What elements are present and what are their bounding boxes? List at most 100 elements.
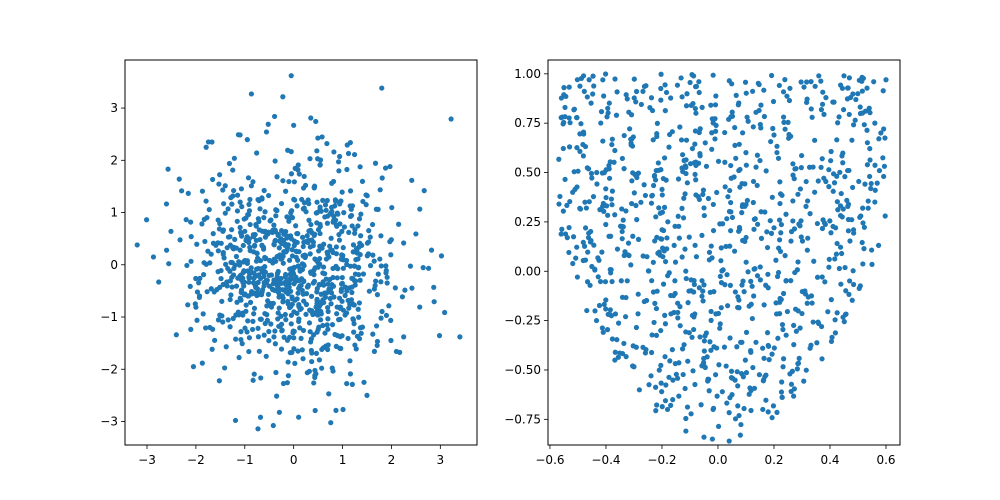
scatter-point xyxy=(683,157,689,163)
scatter-point xyxy=(660,281,667,287)
scatter-point xyxy=(692,381,698,388)
scatter-point xyxy=(867,173,873,180)
scatter-point xyxy=(846,111,852,118)
scatter-point xyxy=(714,393,720,399)
scatter-point xyxy=(352,282,358,288)
scatter-point xyxy=(567,198,573,205)
y-tick-label: −0.75 xyxy=(504,412,541,426)
scatter-point xyxy=(327,276,333,283)
scatter-point xyxy=(881,126,887,132)
scatter-point xyxy=(234,299,240,305)
scatter-point xyxy=(723,243,729,250)
scatter-point xyxy=(332,331,338,338)
scatter-point xyxy=(653,305,660,312)
scatter-point xyxy=(598,120,604,126)
scatter-point xyxy=(220,228,226,234)
scatter-point xyxy=(623,208,629,214)
scatter-point xyxy=(663,382,669,388)
scatter-point xyxy=(284,380,290,386)
scatter-point xyxy=(835,120,841,126)
scatter-point xyxy=(334,223,340,229)
scatter-point xyxy=(679,205,685,211)
scatter-point xyxy=(696,79,702,85)
scatter-point xyxy=(672,278,678,284)
scatter-point xyxy=(612,76,618,82)
scatter-point xyxy=(818,107,825,113)
scatter-point xyxy=(869,261,875,267)
scatter-point xyxy=(223,344,229,350)
scatter-point xyxy=(599,325,605,331)
scatter-point xyxy=(237,132,243,138)
scatter-point xyxy=(567,120,573,126)
scatter-point xyxy=(654,131,660,137)
scatter-point xyxy=(883,77,889,83)
scatter-point xyxy=(752,216,758,222)
scatter-point xyxy=(826,264,832,270)
scatter-point xyxy=(709,436,715,442)
scatter-point xyxy=(740,374,746,380)
scatter-point xyxy=(351,329,357,335)
y-tick-label: −0.25 xyxy=(504,314,541,328)
scatter-point xyxy=(590,91,596,97)
scatter-point xyxy=(661,155,668,161)
scatter-point xyxy=(867,146,873,152)
scatter-point xyxy=(225,317,231,323)
scatter-point xyxy=(371,348,378,355)
scatter-point xyxy=(880,155,886,161)
scatter-point xyxy=(325,251,331,257)
scatter-point xyxy=(236,354,242,361)
scatter-point xyxy=(743,201,749,208)
scatter-point xyxy=(326,391,332,397)
scatter-point xyxy=(229,227,235,233)
scatter-point xyxy=(348,212,355,219)
scatter-point xyxy=(355,223,361,229)
scatter-point xyxy=(324,197,330,204)
scatter-point xyxy=(856,178,862,185)
scatter-point xyxy=(881,173,887,180)
scatter-point xyxy=(688,411,694,417)
scatter-point xyxy=(713,93,719,99)
scatter-point xyxy=(834,199,840,205)
scatter-point xyxy=(816,73,822,79)
scatter-point xyxy=(262,234,269,240)
scatter-point xyxy=(215,248,221,254)
scatter-point xyxy=(214,287,220,293)
scatter-point xyxy=(643,347,649,353)
scatter-point xyxy=(228,292,234,298)
scatter-point xyxy=(876,136,882,142)
scatter-point xyxy=(574,184,580,190)
scatter-point xyxy=(243,302,249,308)
scatter-point xyxy=(566,84,572,90)
scatter-point xyxy=(729,375,736,381)
scatter-point xyxy=(837,82,844,88)
scatter-point xyxy=(359,178,366,184)
scatter-point xyxy=(273,207,279,213)
scatter-point xyxy=(233,283,240,289)
scatter-point xyxy=(318,291,324,297)
scatter-point xyxy=(861,122,867,128)
scatter-point xyxy=(856,285,862,291)
scatter-point xyxy=(388,237,394,243)
scatter-point xyxy=(736,297,742,303)
scatter-point xyxy=(754,273,761,279)
scatter-point xyxy=(355,306,361,312)
scatter-point xyxy=(204,215,210,221)
scatter-point xyxy=(194,241,200,247)
scatter-point xyxy=(276,245,282,251)
scatter-point xyxy=(780,114,787,120)
scatter-point xyxy=(232,236,238,242)
scatter-point xyxy=(775,269,782,276)
scatter-point xyxy=(574,244,580,250)
scatter-point xyxy=(263,353,269,359)
scatter-point xyxy=(291,335,297,341)
scatter-point xyxy=(662,398,669,404)
scatter-point xyxy=(366,228,372,234)
scatter-point xyxy=(274,174,280,180)
scatter-point xyxy=(350,242,357,248)
scatter-point xyxy=(235,192,241,198)
scatter-point xyxy=(608,313,615,319)
scatter-point xyxy=(233,336,239,342)
scatter-point xyxy=(333,407,339,413)
scatter-point xyxy=(329,365,335,371)
scatter-point xyxy=(716,362,722,368)
